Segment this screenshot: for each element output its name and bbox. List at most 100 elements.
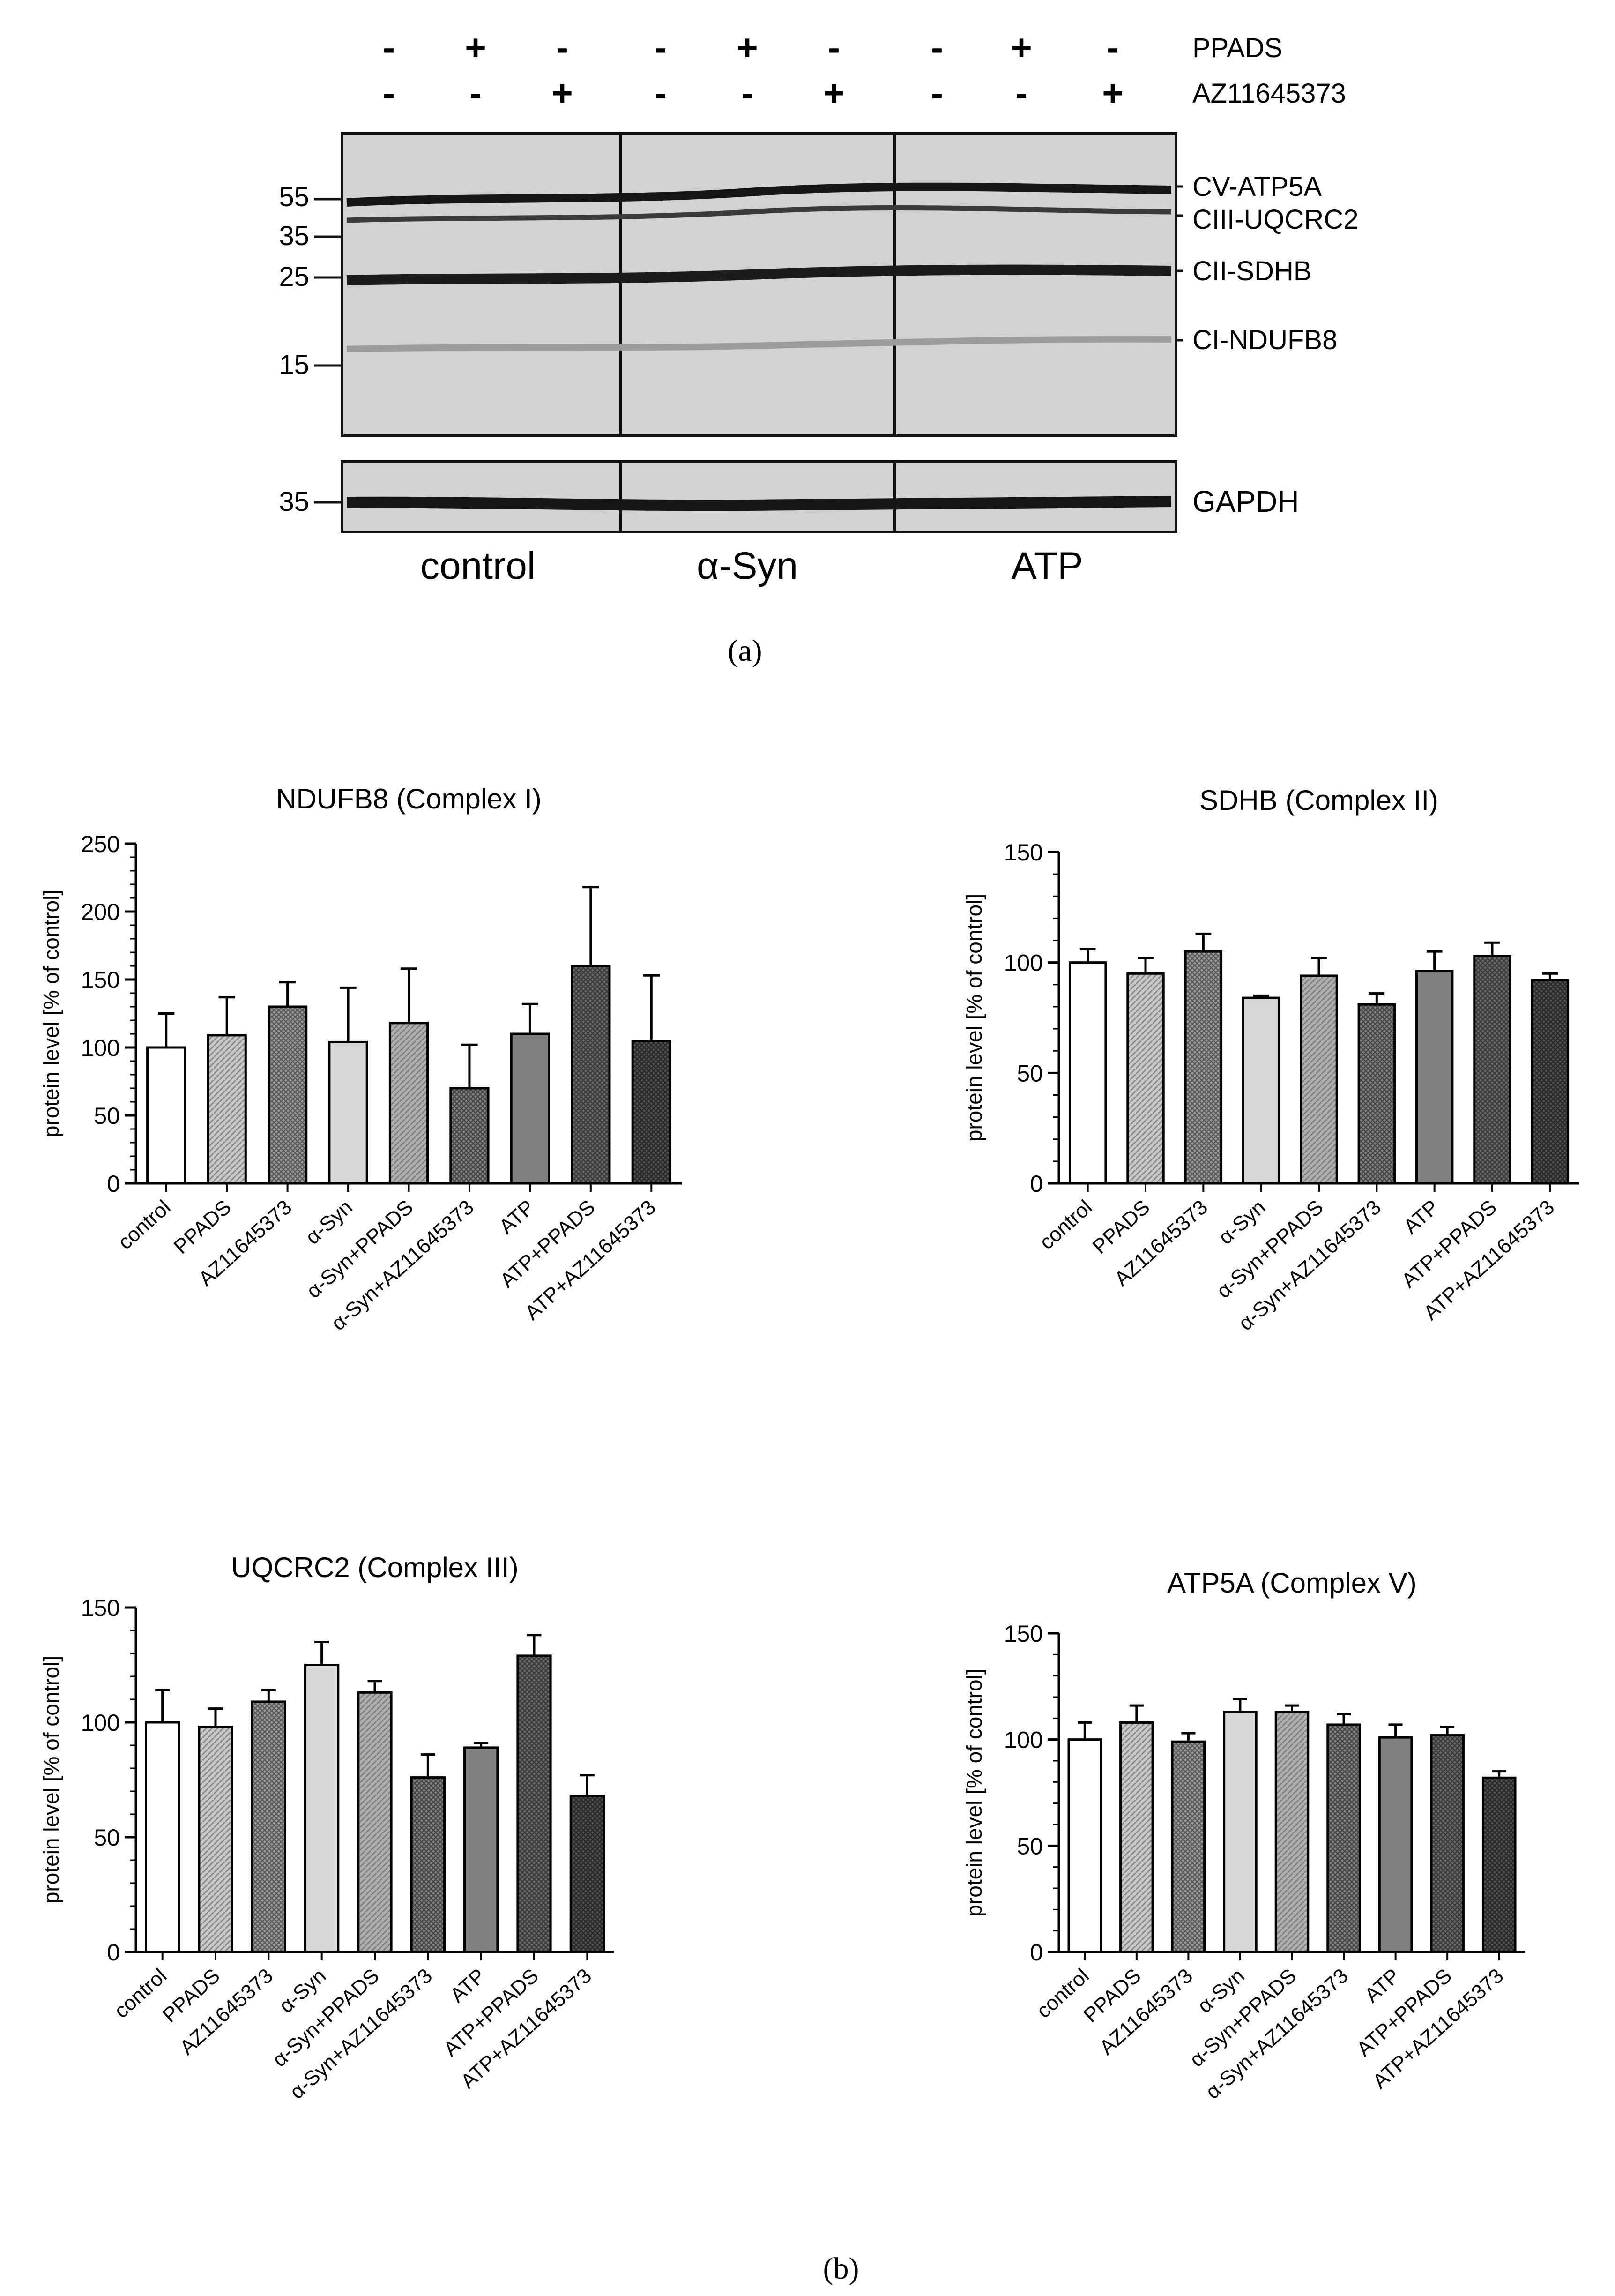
- treatment-sign-rows: - + - - + - - + - PPADS- - + - - + - - + AZ11645373: [383, 27, 1346, 113]
- panel-label-a: (a): [728, 634, 762, 668]
- y-tick-label: 150: [1004, 1621, 1043, 1647]
- bar: [1068, 961, 1107, 1185]
- sign-ppads-lane-8: +: [1011, 27, 1032, 68]
- sign-az11645373-lane-1: -: [383, 72, 395, 113]
- bar: [410, 1776, 446, 1953]
- bar: [631, 1040, 671, 1185]
- mw-marker-35: 35: [279, 221, 309, 251]
- chart-3: UQCRC2 (Complex III) 0 50 100 150 protein lev…: [39, 1552, 614, 2104]
- bar: [463, 1746, 499, 1953]
- bar: [388, 1022, 429, 1185]
- western-blot-panel: - + - - + - - + - PPADS- - + - - + - - + AZ11645373 55 35: [279, 27, 1358, 668]
- bar: [207, 1034, 247, 1185]
- group-label-control: control: [420, 545, 536, 587]
- treatment-label-ppads: PPADS: [1192, 33, 1282, 63]
- bar: [357, 1691, 393, 1953]
- x-tick-label: ATP: [1360, 1964, 1404, 2007]
- chart-title: SDHB (Complex II): [1199, 785, 1438, 816]
- sign-ppads-lane-9: -: [1107, 27, 1119, 68]
- bar: [1119, 1721, 1154, 1953]
- chart-1: NDUFB8 (Complex I) 0 50 100 150 200 250 protein…: [39, 783, 682, 1335]
- bar: [267, 1005, 308, 1185]
- band-gapdh: [346, 496, 1172, 511]
- y-tick-label: 250: [81, 831, 120, 857]
- bar: [1242, 996, 1280, 1185]
- bar: [1274, 1711, 1310, 1953]
- y-tick-label: 100: [81, 1710, 120, 1736]
- bar: [1184, 950, 1223, 1185]
- sign-az11645373-lane-4: -: [655, 72, 667, 113]
- y-axis-label: protein level [% of control]: [962, 1668, 986, 1916]
- bar: [1223, 1711, 1258, 1953]
- bar: [449, 1087, 490, 1185]
- band-labels: CV-ATP5A CIII-UQCRC2 CII-SDHB CI-NDUFB8 …: [1176, 172, 1358, 518]
- sign-az11645373-lane-6: +: [823, 72, 845, 113]
- bar: [510, 1032, 551, 1185]
- bar: [1481, 1776, 1517, 1953]
- bar: [571, 965, 611, 1185]
- y-tick-label: 50: [1017, 1833, 1043, 1859]
- mw-marker-25: 25: [279, 262, 309, 292]
- chart-title: NDUFB8 (Complex I): [276, 783, 542, 815]
- y-axis-label: protein level [% of control]: [39, 1656, 63, 1904]
- y-axis-label: protein level [% of control]: [39, 890, 63, 1137]
- label-cv-atp5a: CV-ATP5A: [1192, 172, 1322, 202]
- sign-ppads-lane-5: +: [737, 27, 758, 68]
- sign-az11645373-lane-2: -: [469, 72, 482, 113]
- y-tick-label: 50: [94, 1825, 120, 1851]
- label-ciii-uqcrc2: CIII-UQCRC2: [1192, 204, 1358, 235]
- sign-ppads-lane-1: -: [383, 27, 395, 68]
- y-tick-label: 100: [1004, 950, 1043, 976]
- sign-az11645373-lane-8: -: [1015, 72, 1027, 113]
- y-tick-label: 150: [81, 967, 120, 993]
- sign-az11645373-lane-7: -: [931, 72, 943, 113]
- bar: [304, 1664, 340, 1953]
- bar: [569, 1795, 605, 1953]
- bar: [1171, 1740, 1206, 1953]
- chart-title: UQCRC2 (Complex III): [231, 1552, 518, 1583]
- y-tick-label: 150: [1004, 839, 1043, 866]
- bar: [1300, 974, 1338, 1185]
- group-label-atp: ATP: [1011, 545, 1083, 587]
- x-tick-label: α-Syn+PPADS: [302, 1196, 417, 1303]
- y-tick-label: 50: [94, 1103, 120, 1129]
- bar: [1326, 1723, 1361, 1953]
- label-gapdh: GAPDH: [1192, 485, 1299, 518]
- panel-label-b: (b): [823, 2251, 859, 2286]
- x-tick-label: control: [113, 1196, 175, 1254]
- group-label-asyn: α-Syn: [697, 545, 798, 587]
- mw-marker-15: 15: [279, 350, 309, 380]
- y-axis-label: protein level [% of control]: [962, 894, 986, 1142]
- y-tick-label: 100: [1004, 1727, 1043, 1753]
- sign-ppads-lane-2: +: [465, 27, 486, 68]
- sign-az11645373-lane-9: +: [1102, 72, 1124, 113]
- label-ci-ndufb8: CI-NDUFB8: [1192, 325, 1337, 355]
- band-cii-sdhb: [346, 264, 1172, 285]
- bar: [516, 1654, 552, 1953]
- y-tick-label: 100: [81, 1035, 120, 1061]
- sign-ppads-lane-4: -: [655, 27, 667, 68]
- bar: [1067, 1738, 1102, 1953]
- x-tick-label: ATP: [495, 1196, 539, 1238]
- y-tick-label: 0: [107, 1939, 120, 1966]
- label-cii-sdhb: CII-SDHB: [1192, 256, 1312, 286]
- bar-charts-panel: NDUFB8 (Complex I) 0 50 100 150 200 250 protein…: [39, 783, 1579, 2104]
- bar: [198, 1726, 233, 1953]
- sign-az11645373-lane-3: +: [551, 72, 573, 113]
- bar: [1415, 970, 1454, 1185]
- blot-membrane-main: [341, 132, 1177, 437]
- bar: [1531, 979, 1570, 1185]
- band-ciii-uqcrc2: [346, 205, 1172, 223]
- bar: [1473, 955, 1511, 1185]
- y-tick-label: 150: [81, 1595, 120, 1621]
- bar: [145, 1721, 180, 1953]
- y-tick-label: 50: [1017, 1060, 1043, 1086]
- y-tick-label: 200: [81, 899, 120, 925]
- sign-ppads-lane-6: -: [828, 27, 840, 68]
- x-tick-label: ATP: [1399, 1196, 1443, 1238]
- y-tick-label: 0: [107, 1171, 120, 1197]
- chart-title: ATP5A (Complex V): [1167, 1567, 1416, 1599]
- y-tick-label: 0: [1030, 1171, 1043, 1197]
- chart-4: ATP5A (Complex V) 0 50 100 150 protein level …: [962, 1567, 1525, 2104]
